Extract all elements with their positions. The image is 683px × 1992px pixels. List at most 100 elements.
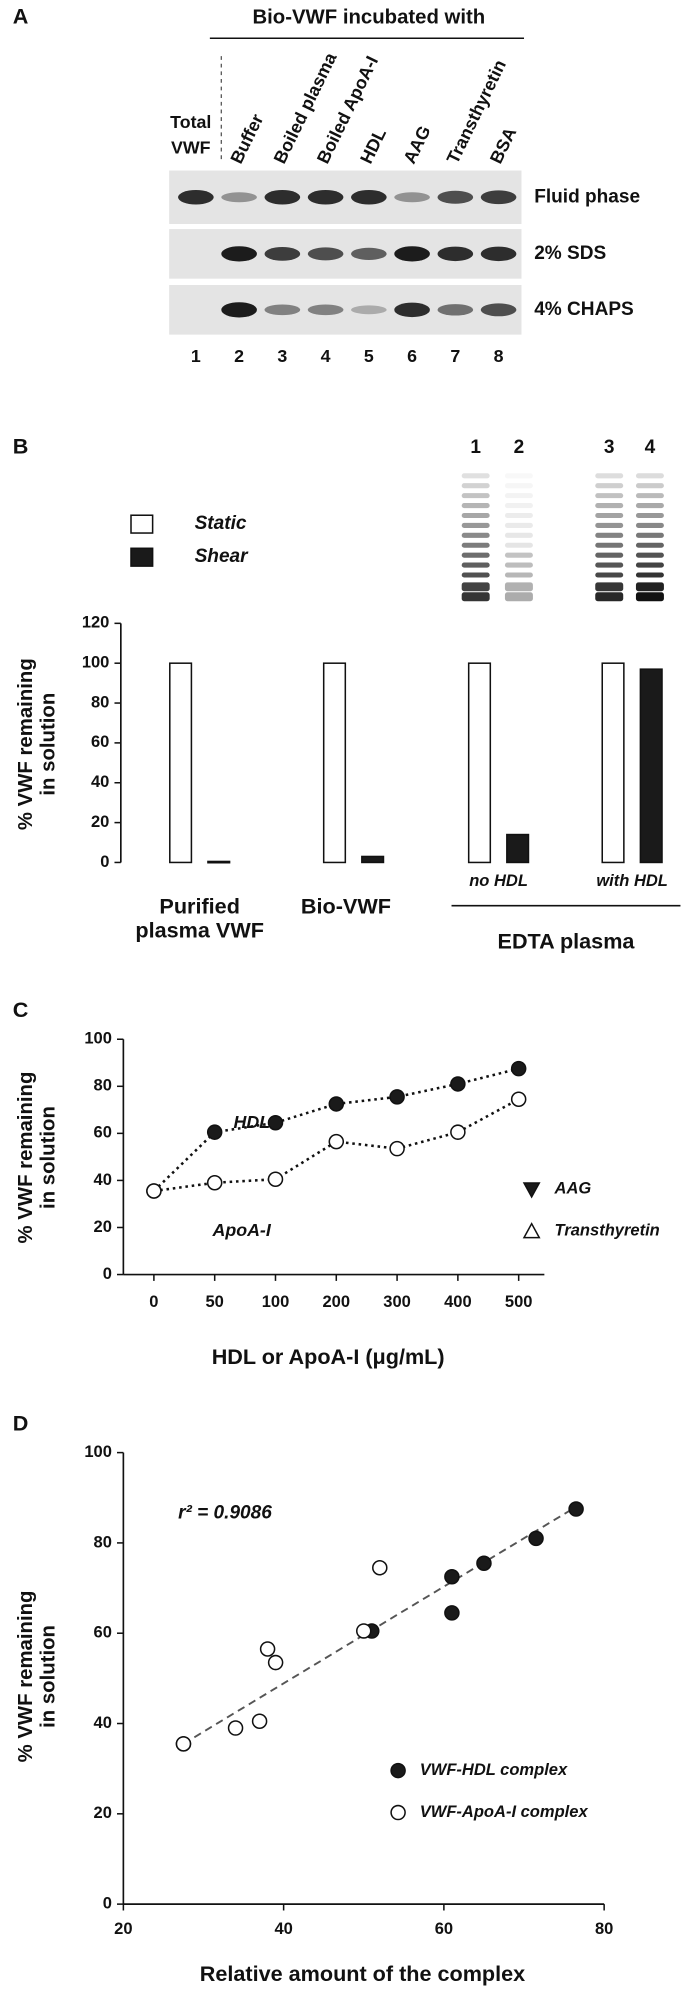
x-tick-label: 20 [114,1919,132,1938]
bar [361,855,385,864]
x-tick-label: 40 [274,1919,292,1938]
category-label-box: Bio-VWF [300,894,391,919]
gel-band [461,503,490,509]
legend-label: Static [195,513,247,534]
bar [207,860,231,864]
total-label: Total [170,112,211,132]
category-label: with HDL [596,871,668,890]
total-label: VWF [171,138,211,158]
panel-label: B [13,434,29,459]
blot-band [307,247,344,261]
gel-band [461,562,490,568]
gel-band [461,592,490,602]
gel-band [635,503,664,509]
lane-number: 5 [364,346,374,366]
gel-band [635,592,664,602]
blot-band [480,190,517,205]
panel-label: D [13,1410,29,1435]
gel-band [505,473,533,478]
y-axis-label-box: % VWF remaining in solution [15,1591,59,1763]
gel-band [595,473,624,479]
legend-label: Shear [195,546,250,567]
series-label: HDL [234,1112,271,1132]
panel-label: C [13,997,29,1022]
blot-band [351,305,387,315]
blot-band [221,192,257,203]
legend-swatch [130,514,154,534]
gel-band [595,592,624,602]
blot-band [480,303,517,317]
gel-band [461,493,490,499]
x-tick-label: 100 [262,1292,290,1311]
gel-band [595,522,624,528]
x-tick-label: 0 [149,1292,158,1311]
gel-band [635,562,664,568]
lane-number: 7 [450,346,460,366]
gel-band [461,572,490,578]
annotation: r² = 0.9086 [178,1503,272,1524]
marker [510,1091,527,1108]
blot-band [351,190,387,205]
gel-band [461,522,490,528]
category-label-box: Purified plasma VWF [135,894,264,942]
blot-band [480,246,517,262]
gel-band [635,532,664,538]
gel-band [635,582,664,592]
y-tick-label: 60 [91,732,109,751]
lane-number: 8 [494,346,504,366]
bar [322,662,347,864]
x-tick-label: 300 [383,1292,411,1311]
point [355,1623,372,1639]
row-label: Fluid phase [534,186,640,207]
gel-band [595,532,624,538]
x-tick-label: 500 [505,1292,533,1311]
trendline [182,1505,577,1745]
panel-label: A [13,4,29,29]
blot-band [221,302,257,318]
bar [601,662,625,864]
category-label: Bio-VWF [300,894,391,919]
gel-band [461,542,490,548]
gel-lane-label: 3 [604,437,615,458]
gel-band [595,552,624,558]
bar [506,833,530,864]
point [528,1530,544,1547]
gel-band [504,542,533,548]
y-tick-label: 0 [100,852,109,871]
gel-band [595,562,624,568]
blot-band [394,246,430,262]
marker [450,1076,466,1092]
gel-band [595,493,624,499]
y-axis-label-box: % VWF remaining in solution [15,1072,59,1244]
point [372,1559,388,1576]
blot-band [437,304,474,316]
gel-band [461,532,490,538]
point [175,1736,192,1752]
blot-band [264,246,301,261]
y-tick-label: 100 [82,653,110,672]
gel-band [504,552,533,558]
y-tick-label: 20 [91,812,109,831]
gel-band [504,532,533,538]
y-tick-label: 80 [91,692,109,711]
x-tick-label: 80 [595,1919,613,1938]
x-axis-label: HDL or ApoA-I (μg/mL) [212,1344,445,1369]
y-tick-label: 20 [94,1217,112,1236]
marker [328,1133,345,1150]
legend-marker [390,1804,406,1821]
gel-band [504,503,533,509]
category-label: no HDL [469,871,528,890]
gel-band [635,473,664,479]
point [227,1720,244,1736]
legend-label: VWF-ApoA-I complex [420,1802,589,1821]
marker [146,1183,162,1199]
legend-label: VWF-HDL complex [420,1760,568,1779]
row-label: 2% SDS [534,243,606,264]
blot-band [351,247,387,260]
y-tick-label: 0 [103,1264,112,1283]
gel-band [504,493,533,499]
blot-header: Bio-VWF incubated with [252,6,485,28]
marker [267,1115,284,1131]
bar [639,668,663,864]
point [251,1713,268,1730]
